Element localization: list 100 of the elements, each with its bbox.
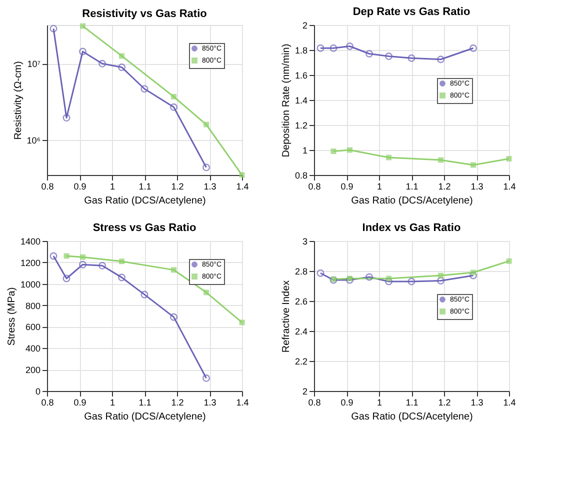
x-tick-label: 1.1	[406, 398, 418, 408]
x-tick-label: 1.2	[438, 398, 451, 408]
point	[78, 260, 87, 268]
x-axis-title: Gas Ratio (DCS/Acetylene)	[84, 412, 206, 422]
y-axis-title: Resistivity (Ω-cm)	[12, 61, 24, 140]
y-tick-label: 1400	[20, 236, 40, 246]
point	[170, 103, 178, 111]
point	[438, 272, 444, 278]
x-tick-label: 1.4	[503, 398, 516, 408]
point	[506, 258, 512, 264]
point	[119, 53, 124, 59]
point	[78, 48, 87, 56]
point	[118, 274, 126, 282]
x-tick-label: 1.2	[438, 182, 451, 192]
point	[98, 60, 106, 68]
x-tick-label: 1	[110, 182, 116, 192]
point	[140, 290, 148, 298]
chart-title: Index vs Gas Ratio	[362, 222, 461, 234]
y-tick-label: 800	[25, 300, 40, 311]
y-axis-title: Refractive Index	[280, 280, 292, 353]
point	[347, 276, 352, 282]
y-tick-label: 2	[302, 20, 308, 30]
x-tick-label: 0.8	[41, 182, 54, 192]
y-tick-label: 600	[25, 322, 40, 332]
point	[346, 42, 354, 50]
x-tick-label: 1	[110, 398, 116, 408]
x-tick-label: 0.8	[41, 398, 54, 408]
point	[438, 157, 444, 163]
point	[436, 276, 445, 285]
x-axis-title: Gas Ratio (DCS/Acetylene)	[84, 196, 206, 206]
x-tick-label: 1.4	[503, 182, 516, 192]
chart-title: Resistivity vs Gas Ratio	[82, 8, 208, 20]
x-axis-title: Gas Ratio (DCS/Acetylene)	[351, 412, 473, 422]
x-tick-label: 1	[376, 182, 382, 192]
point	[436, 56, 445, 64]
y-tick-label: 10⁶	[26, 136, 41, 146]
y-axis-title: Deposition Rate (nm/min)	[280, 44, 292, 158]
x-tick-label: 1.1	[406, 182, 418, 192]
x-tick-label: 1.3	[470, 398, 484, 408]
point	[347, 147, 352, 153]
point	[408, 278, 416, 286]
point	[204, 290, 209, 296]
point	[204, 122, 209, 128]
point	[80, 23, 86, 29]
point	[170, 313, 178, 321]
y-tick-label: 3	[302, 236, 308, 246]
y-tick-label: 1	[302, 146, 308, 156]
point	[171, 94, 176, 100]
x-tick-label: 1.1	[138, 398, 152, 408]
point	[62, 114, 70, 122]
y-tick-label: 200	[25, 365, 40, 376]
y-tick-label: 2.2	[294, 356, 308, 366]
point	[330, 44, 338, 52]
point	[386, 276, 392, 282]
x-tick-label: 1	[376, 398, 382, 408]
x-tick-label: 1.4	[236, 182, 249, 192]
x-tick-label: 0.9	[340, 182, 354, 192]
chart-title: Stress vs Gas Ratio	[92, 222, 196, 234]
y-tick-label: 1.2	[294, 120, 308, 130]
point	[118, 64, 126, 72]
point	[140, 85, 148, 93]
x-tick-label: 1.2	[171, 398, 184, 408]
point	[384, 52, 393, 60]
x-tick-label: 0.9	[74, 182, 86, 192]
x-tick-label: 1.3	[204, 182, 216, 192]
x-axis-title: Gas Ratio (DCS/Acetylene)	[351, 196, 473, 206]
y-tick-label: 400	[25, 344, 40, 354]
point	[330, 148, 336, 154]
y-tick-label: 10⁷	[27, 59, 40, 70]
x-tick-label: 0.9	[74, 398, 86, 408]
chart-title: Dep Rate vs Gas Ratio	[352, 6, 470, 18]
point	[80, 254, 86, 260]
point	[384, 278, 393, 286]
y-tick-label: 0.8	[294, 170, 308, 180]
point	[346, 276, 354, 284]
y-tick-label: 2	[302, 386, 308, 396]
y-tick-label: 2.8	[294, 266, 308, 276]
y-tick-label: 1.6	[294, 70, 308, 80]
point	[470, 270, 476, 276]
point	[386, 154, 392, 160]
x-tick-label: 1.2	[171, 182, 184, 192]
x-tick-label: 1.3	[204, 398, 216, 408]
y-tick-label: 2.4	[294, 326, 308, 336]
x-tick-label: 1.3	[470, 182, 484, 192]
point	[62, 274, 70, 282]
point	[365, 273, 374, 281]
y-axis-title: Stress (MPa)	[6, 287, 18, 346]
point	[239, 320, 245, 326]
point	[171, 267, 176, 273]
point	[365, 50, 374, 58]
point	[408, 54, 416, 62]
y-tick-label: 1.8	[294, 46, 308, 56]
y-tick-label: 1200	[20, 258, 40, 268]
point	[98, 262, 106, 270]
y-tick-label: 2.6	[294, 296, 308, 306]
point	[119, 258, 124, 264]
x-tick-label: 0.9	[340, 398, 354, 408]
x-tick-label: 1.4	[236, 398, 249, 408]
y-tick-label: 1.4	[294, 96, 308, 106]
point	[506, 156, 512, 162]
